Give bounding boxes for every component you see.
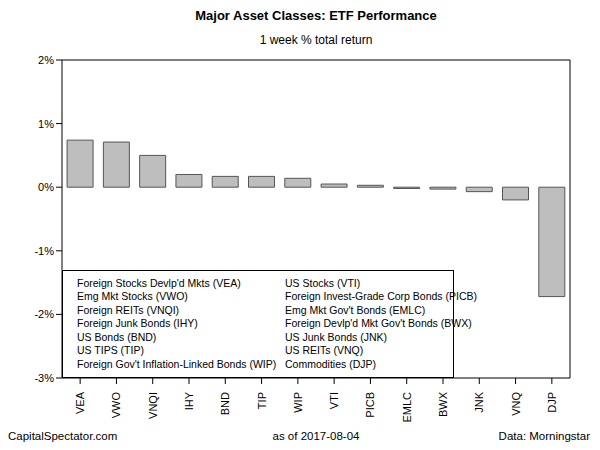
html-text:Emg Mkt Gov't Bonds (EMLC): Emg Mkt Gov't Bonds (EMLC) [285, 303, 426, 316]
html-text:US Stocks (VTI): US Stocks (VTI) [285, 276, 361, 289]
svg-text:DJP: DJP [546, 392, 558, 413]
html-text:US Bonds (BND): US Bonds (BND) [77, 330, 157, 343]
svg-text:VNQ: VNQ [510, 392, 522, 416]
html-text:Foreign REITs (VNQI): Foreign REITs (VNQI) [77, 303, 180, 316]
svg-text:0%: 0% [38, 181, 54, 193]
svg-text:IHY: IHY [183, 391, 195, 410]
svg-text:1%: 1% [38, 118, 54, 130]
svg-text:-1%: -1% [34, 245, 54, 257]
html-text:Foreign Stocks Devlp'd Mkts (V: Foreign Stocks Devlp'd Mkts (VEA) [77, 276, 241, 289]
svg-text:PICB: PICB [364, 392, 376, 418]
html-text:Foreign Invest-Grade Corp Bond: Foreign Invest-Grade Corp Bonds (PICB) [285, 290, 477, 302]
html-text:Data: Morningstar: Data: Morningstar [498, 430, 590, 442]
html-text:Foreign Gov't Inflation-Linked: Foreign Gov't Inflation-Linked Bonds (WI… [77, 357, 277, 370]
html-text:as of 2017-08-04: as of 2017-08-04 [272, 430, 360, 442]
html-text:CapitalSpectator.com: CapitalSpectator.com [8, 430, 118, 442]
html-text:US REITs (VNQ): US REITs (VNQ) [285, 344, 364, 356]
svg-text:BND: BND [219, 392, 231, 415]
svg-text:2%: 2% [38, 54, 54, 66]
html-text:1 week % total return: 1 week % total return [259, 33, 373, 47]
html-text:Major Asset Classes: ETF Perfo: Major Asset Classes: ETF Performance [195, 8, 437, 23]
html-text:US Junk Bonds (JNK): US Junk Bonds (JNK) [285, 330, 388, 343]
html-text:Foreign Junk Bonds (IHY): Foreign Junk Bonds (IHY) [77, 317, 198, 329]
svg-text:WIP: WIP [292, 392, 304, 413]
svg-text:-3%: -3% [34, 372, 54, 384]
svg-text:JNK: JNK [473, 391, 485, 412]
svg-text:VEA: VEA [74, 391, 86, 414]
svg-text:VNQI: VNQI [147, 392, 159, 419]
html-text:Commodities (DJP): Commodities (DJP) [285, 357, 376, 370]
svg-text:VTI: VTI [328, 392, 340, 409]
svg-text:VWO: VWO [110, 392, 122, 419]
html-text:Foreign Devlp'd Mkt Gov't Bond: Foreign Devlp'd Mkt Gov't Bonds (BWX) [285, 317, 472, 329]
svg-text:EMLC: EMLC [401, 392, 413, 423]
html-text:US TIPS (TIP): US TIPS (TIP) [77, 344, 144, 356]
svg-text:-2%: -2% [34, 308, 54, 320]
html-text:Emg Mkt Stocks (VWO): Emg Mkt Stocks (VWO) [77, 290, 188, 302]
svg-text:BWX: BWX [437, 391, 449, 417]
svg-text:TIP: TIP [256, 392, 268, 409]
